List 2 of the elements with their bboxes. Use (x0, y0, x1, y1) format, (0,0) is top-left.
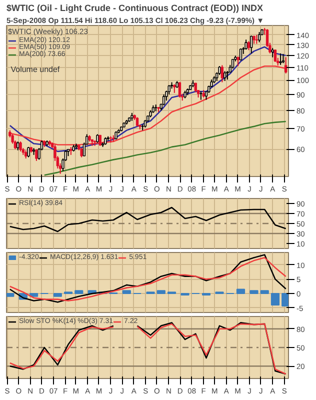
chart-title: $WTIC (Oil - Light Crude - Continuous Contract (EOD)) INDX (6, 3, 263, 13)
annotation: Volume undef (10, 64, 60, 74)
